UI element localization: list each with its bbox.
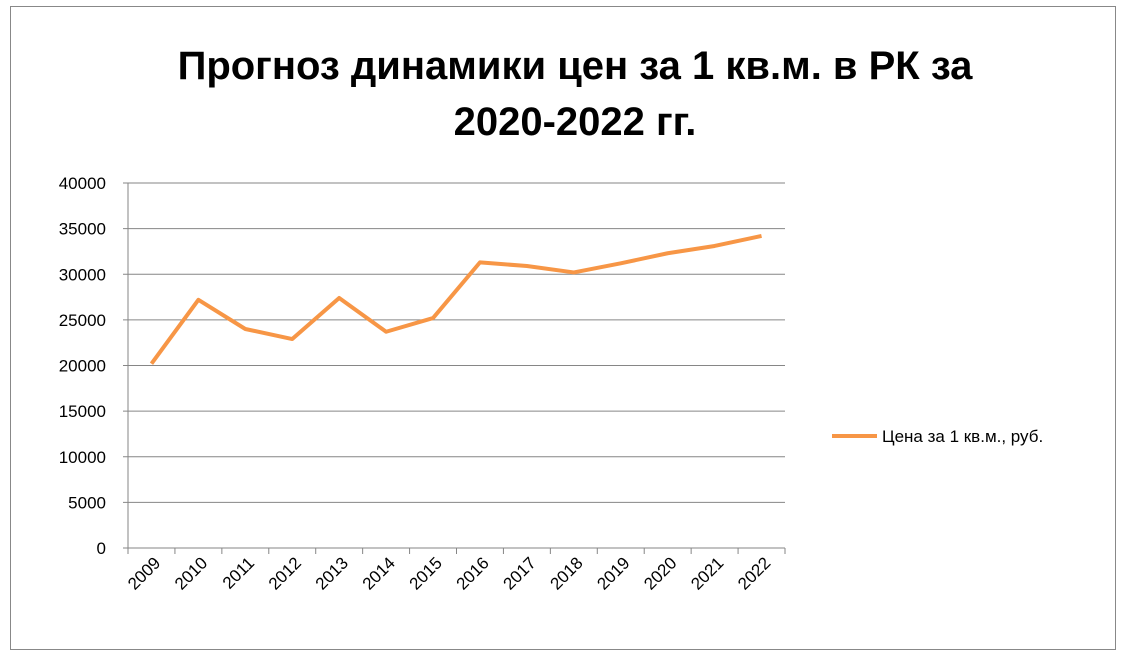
y-tick-label: 35000: [59, 220, 106, 239]
x-tick-label: 2014: [359, 553, 399, 593]
x-tick-label: 2015: [406, 553, 446, 593]
y-tick-label: 25000: [59, 311, 106, 330]
x-tick-label: 2010: [171, 553, 211, 593]
y-tick-label: 10000: [59, 448, 106, 467]
line-series: [149, 233, 762, 365]
y-tick-label: 30000: [59, 265, 106, 284]
y-tick-label: 40000: [59, 174, 106, 193]
x-tick-label: 2018: [546, 553, 586, 593]
x-tick-label: 2022: [734, 553, 774, 593]
x-tick-label: 2012: [265, 553, 305, 593]
x-tick-label: 2013: [312, 553, 352, 593]
y-tick-label: 0: [97, 539, 106, 558]
y-tick-label: 5000: [68, 493, 106, 512]
x-tick-label: 2011: [219, 553, 258, 592]
x-tick-label: 2017: [500, 553, 540, 593]
x-tick-label: 2019: [593, 553, 633, 593]
chart-title: Прогноз динамики цен за 1 кв.м. в РК за …: [177, 44, 973, 144]
y-tick-label: 15000: [59, 402, 106, 421]
y-tick-label: 20000: [59, 357, 106, 376]
x-tick-label: 2021: [687, 553, 727, 593]
legend-label: Цена за 1 кв.м., руб.: [882, 427, 1043, 446]
x-tick-label: 2020: [640, 553, 680, 593]
chart-frame: [10, 6, 1116, 650]
x-tick-label: 2009: [124, 553, 164, 593]
x-tick-label: 2016: [453, 553, 493, 593]
